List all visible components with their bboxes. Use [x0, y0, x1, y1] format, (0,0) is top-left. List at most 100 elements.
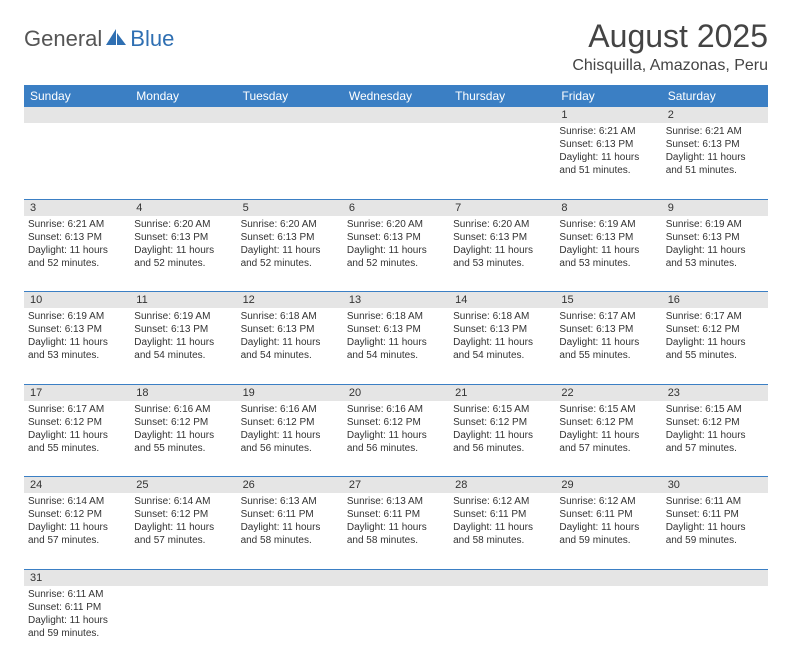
- sunset-text: Sunset: 6:12 PM: [559, 416, 657, 429]
- day-cell: Sunrise: 6:14 AMSunset: 6:12 PMDaylight:…: [24, 493, 130, 569]
- daylight-text: Daylight: 11 hours: [347, 521, 445, 534]
- daylight-text: and 58 minutes.: [347, 534, 445, 547]
- day-number-cell: 27: [343, 477, 449, 494]
- day-number-cell: 13: [343, 292, 449, 309]
- day-cell: Sunrise: 6:13 AMSunset: 6:11 PMDaylight:…: [343, 493, 449, 569]
- day-cell: Sunrise: 6:20 AMSunset: 6:13 PMDaylight:…: [130, 216, 236, 292]
- sunrise-text: Sunrise: 6:21 AM: [666, 125, 764, 138]
- daylight-text: and 56 minutes.: [347, 442, 445, 455]
- daylight-text: Daylight: 11 hours: [241, 336, 339, 349]
- daylight-text: Daylight: 11 hours: [559, 429, 657, 442]
- daylight-text: and 56 minutes.: [453, 442, 551, 455]
- daylight-text: Daylight: 11 hours: [347, 336, 445, 349]
- day-cell: Sunrise: 6:12 AMSunset: 6:11 PMDaylight:…: [555, 493, 661, 569]
- sunset-text: Sunset: 6:13 PM: [666, 138, 764, 151]
- sunrise-text: Sunrise: 6:11 AM: [666, 495, 764, 508]
- day-number-cell: 23: [662, 384, 768, 401]
- calendar-content-row: Sunrise: 6:21 AMSunset: 6:13 PMDaylight:…: [24, 123, 768, 199]
- day-number-cell: 1: [555, 107, 661, 123]
- day-cell: Sunrise: 6:15 AMSunset: 6:12 PMDaylight:…: [662, 401, 768, 477]
- daylight-text: and 53 minutes.: [666, 257, 764, 270]
- sunrise-text: Sunrise: 6:20 AM: [453, 218, 551, 231]
- daylight-text: and 57 minutes.: [134, 534, 232, 547]
- sunrise-text: Sunrise: 6:18 AM: [241, 310, 339, 323]
- day-cell: Sunrise: 6:17 AMSunset: 6:13 PMDaylight:…: [555, 308, 661, 384]
- sunrise-text: Sunrise: 6:19 AM: [28, 310, 126, 323]
- daylight-text: and 52 minutes.: [28, 257, 126, 270]
- daynum-row: 17181920212223: [24, 384, 768, 401]
- daylight-text: Daylight: 11 hours: [28, 614, 126, 627]
- sunrise-text: Sunrise: 6:15 AM: [453, 403, 551, 416]
- day-cell: Sunrise: 6:11 AMSunset: 6:11 PMDaylight:…: [662, 493, 768, 569]
- daylight-text: Daylight: 11 hours: [241, 429, 339, 442]
- daylight-text: Daylight: 11 hours: [28, 521, 126, 534]
- daylight-text: Daylight: 11 hours: [453, 244, 551, 257]
- day-cell: Sunrise: 6:20 AMSunset: 6:13 PMDaylight:…: [237, 216, 343, 292]
- sunset-text: Sunset: 6:13 PM: [134, 323, 232, 336]
- sunset-text: Sunset: 6:11 PM: [453, 508, 551, 521]
- daylight-text: and 55 minutes.: [559, 349, 657, 362]
- day-cell: Sunrise: 6:14 AMSunset: 6:12 PMDaylight:…: [130, 493, 236, 569]
- daylight-text: and 54 minutes.: [347, 349, 445, 362]
- sunset-text: Sunset: 6:11 PM: [559, 508, 657, 521]
- weekday-header: Thursday: [449, 85, 555, 107]
- day-number-cell: 28: [449, 477, 555, 494]
- daylight-text: Daylight: 11 hours: [241, 521, 339, 534]
- daylight-text: Daylight: 11 hours: [666, 336, 764, 349]
- daylight-text: and 55 minutes.: [134, 442, 232, 455]
- daylight-text: Daylight: 11 hours: [666, 151, 764, 164]
- day-number-cell: 25: [130, 477, 236, 494]
- daylight-text: Daylight: 11 hours: [347, 244, 445, 257]
- day-number-cell: 14: [449, 292, 555, 309]
- day-cell: Sunrise: 6:21 AMSunset: 6:13 PMDaylight:…: [555, 123, 661, 199]
- sunset-text: Sunset: 6:13 PM: [28, 323, 126, 336]
- daylight-text: Daylight: 11 hours: [666, 429, 764, 442]
- day-cell: Sunrise: 6:19 AMSunset: 6:13 PMDaylight:…: [555, 216, 661, 292]
- sunrise-text: Sunrise: 6:21 AM: [559, 125, 657, 138]
- sunset-text: Sunset: 6:12 PM: [347, 416, 445, 429]
- day-cell: Sunrise: 6:17 AMSunset: 6:12 PMDaylight:…: [24, 401, 130, 477]
- sunset-text: Sunset: 6:13 PM: [241, 323, 339, 336]
- day-number-cell: [662, 569, 768, 586]
- day-number-cell: 8: [555, 199, 661, 216]
- daylight-text: and 59 minutes.: [666, 534, 764, 547]
- day-number-cell: 20: [343, 384, 449, 401]
- day-number-cell: [237, 107, 343, 123]
- day-cell: [130, 123, 236, 199]
- daylight-text: and 55 minutes.: [666, 349, 764, 362]
- sunset-text: Sunset: 6:11 PM: [666, 508, 764, 521]
- day-cell: [237, 123, 343, 199]
- daylight-text: Daylight: 11 hours: [134, 336, 232, 349]
- day-cell: [24, 123, 130, 199]
- weekday-header: Saturday: [662, 85, 768, 107]
- daylight-text: and 57 minutes.: [666, 442, 764, 455]
- sunrise-text: Sunrise: 6:13 AM: [241, 495, 339, 508]
- day-number-cell: 24: [24, 477, 130, 494]
- sunrise-text: Sunrise: 6:14 AM: [134, 495, 232, 508]
- daylight-text: Daylight: 11 hours: [666, 521, 764, 534]
- sunset-text: Sunset: 6:11 PM: [347, 508, 445, 521]
- day-cell: Sunrise: 6:18 AMSunset: 6:13 PMDaylight:…: [449, 308, 555, 384]
- sunset-text: Sunset: 6:13 PM: [559, 138, 657, 151]
- daylight-text: Daylight: 11 hours: [559, 336, 657, 349]
- sunset-text: Sunset: 6:13 PM: [453, 231, 551, 244]
- day-cell: Sunrise: 6:19 AMSunset: 6:13 PMDaylight:…: [130, 308, 236, 384]
- logo: General Blue: [24, 26, 174, 52]
- sunset-text: Sunset: 6:12 PM: [666, 416, 764, 429]
- day-number-cell: [449, 569, 555, 586]
- weekday-header: Monday: [130, 85, 236, 107]
- sunrise-text: Sunrise: 6:16 AM: [241, 403, 339, 416]
- daylight-text: and 58 minutes.: [453, 534, 551, 547]
- daylight-text: and 52 minutes.: [241, 257, 339, 270]
- sunrise-text: Sunrise: 6:19 AM: [666, 218, 764, 231]
- daylight-text: Daylight: 11 hours: [241, 244, 339, 257]
- day-number-cell: 19: [237, 384, 343, 401]
- sunset-text: Sunset: 6:12 PM: [241, 416, 339, 429]
- day-number-cell: 6: [343, 199, 449, 216]
- day-number-cell: [130, 107, 236, 123]
- sunset-text: Sunset: 6:12 PM: [28, 508, 126, 521]
- day-number-cell: 17: [24, 384, 130, 401]
- day-number-cell: 5: [237, 199, 343, 216]
- day-cell: [343, 586, 449, 662]
- day-cell: Sunrise: 6:13 AMSunset: 6:11 PMDaylight:…: [237, 493, 343, 569]
